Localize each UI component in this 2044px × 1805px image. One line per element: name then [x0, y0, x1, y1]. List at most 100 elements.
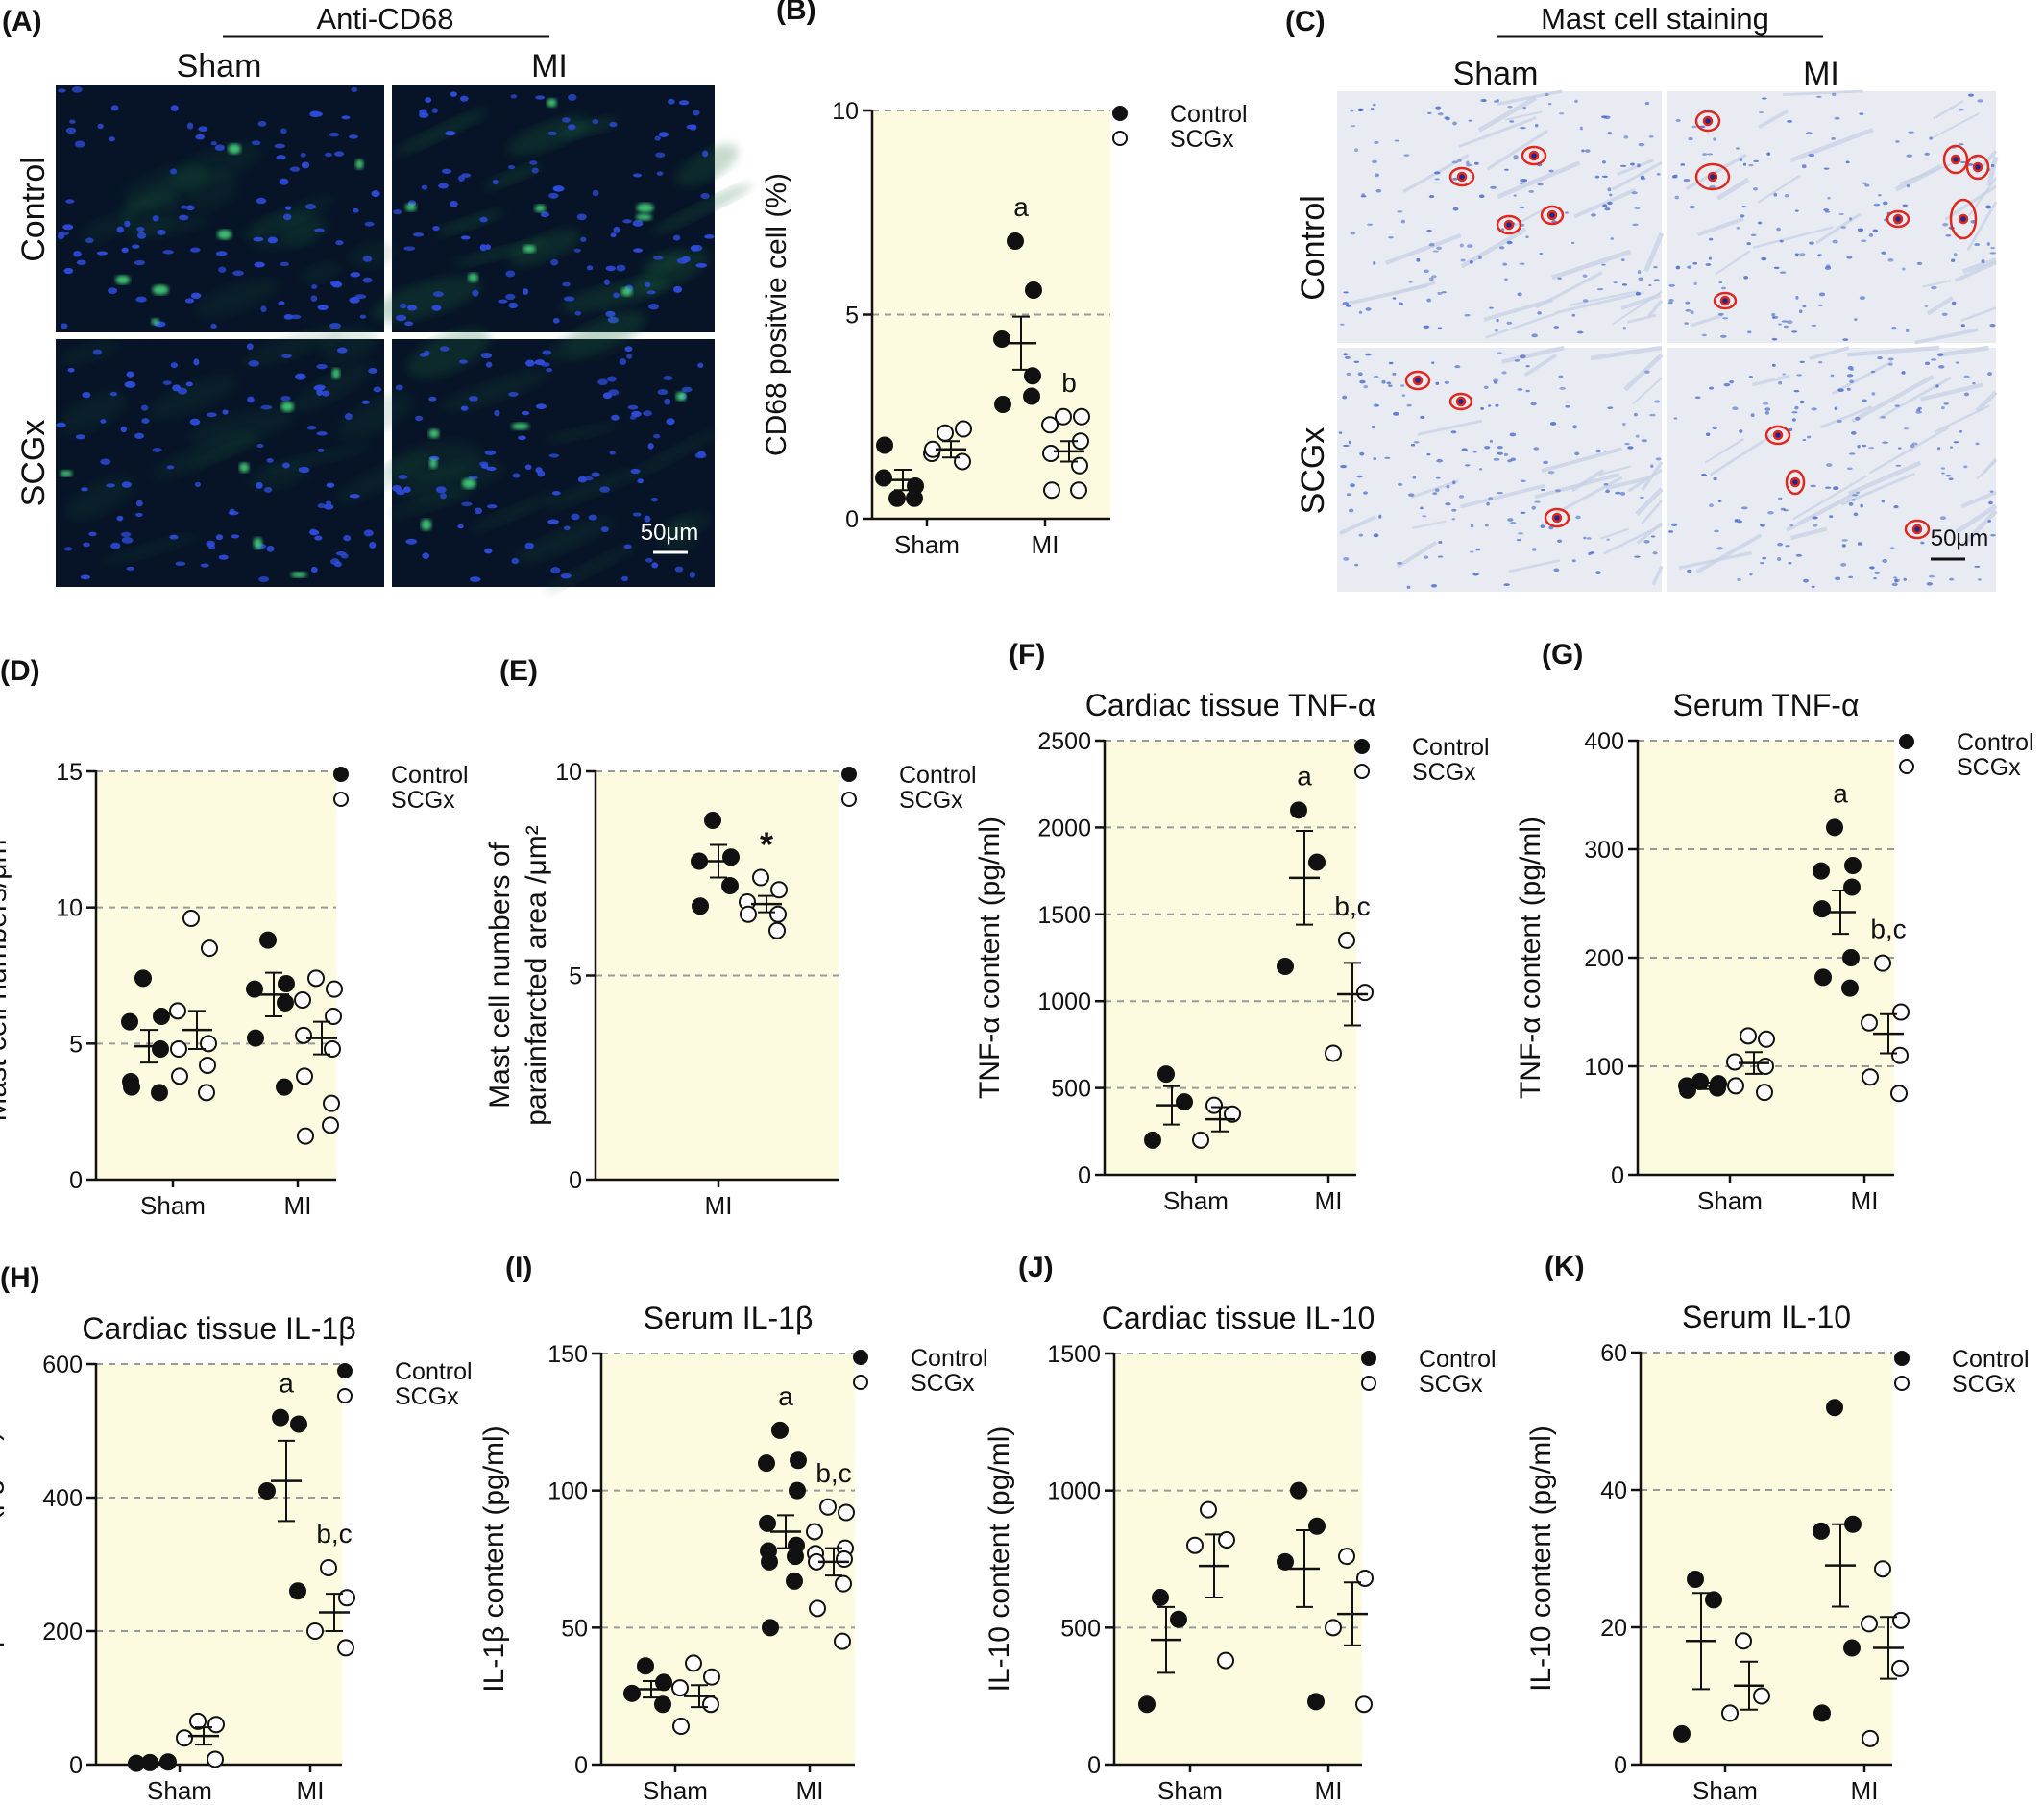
scgx-data-point	[1891, 1659, 1909, 1677]
scgx-data-point	[200, 1035, 217, 1053]
nucleus	[1974, 243, 1981, 247]
mast-cell-circle	[1496, 214, 1522, 235]
nucleus	[1986, 242, 1991, 246]
cd68-positive-cell	[239, 462, 250, 473]
scgx-data-point	[322, 1116, 339, 1134]
tissue-fiber	[1555, 291, 1645, 315]
nucleus	[1432, 492, 1438, 495]
nucleus	[535, 403, 547, 410]
nucleus	[1686, 569, 1692, 573]
nucleus	[325, 152, 332, 158]
nucleus	[1701, 473, 1707, 476]
nucleus	[1761, 97, 1767, 100]
nucleus	[1748, 375, 1753, 378]
nucleus	[1778, 497, 1783, 500]
micrograph-c-scgx-mi	[1667, 348, 1996, 592]
nucleus	[548, 519, 559, 524]
y-tick-label: 15	[56, 759, 83, 786]
scgx-data-point	[297, 1127, 314, 1145]
nucleus	[657, 389, 669, 396]
control-data-point	[152, 1040, 169, 1058]
nucleus	[256, 443, 264, 449]
cd68-positive-cell	[421, 519, 432, 531]
tissue-fiber	[1541, 447, 1623, 474]
nucleus	[1794, 253, 1799, 256]
nucleus	[632, 220, 644, 227]
nucleus	[283, 313, 293, 320]
nucleus	[1809, 241, 1814, 245]
nucleus	[63, 267, 74, 275]
nucleus	[1464, 313, 1471, 317]
nucleus	[1901, 371, 1906, 375]
nucleus	[1602, 204, 1608, 207]
nucleus	[1602, 160, 1606, 164]
nucleus	[1603, 482, 1609, 486]
nucleus	[193, 358, 200, 366]
nucleus	[486, 504, 498, 509]
nucleus	[200, 563, 209, 568]
tissue-fiber	[1868, 427, 1949, 475]
nucleus	[562, 281, 571, 287]
nucleus	[106, 483, 116, 488]
nucleus	[1547, 471, 1555, 475]
nucleus	[1848, 452, 1856, 455]
nucleus	[1630, 162, 1635, 166]
nucleus	[1496, 318, 1499, 323]
cd68-positive-cell	[253, 537, 263, 549]
tissue-autofluorescence	[60, 391, 127, 433]
nucleus	[1784, 194, 1789, 198]
nucleus	[1452, 121, 1457, 126]
nucleus	[1434, 178, 1440, 181]
nucleus	[1346, 493, 1351, 497]
control-data-point	[789, 1481, 806, 1500]
nucleus	[1832, 92, 1837, 96]
nucleus	[1507, 106, 1513, 109]
nucleus	[92, 349, 103, 355]
nucleus	[1823, 208, 1830, 212]
nucleus	[1373, 457, 1377, 461]
x-tick-label: MI	[284, 1191, 312, 1220]
tissue-fiber	[1348, 283, 1428, 305]
tissue-fiber	[1955, 503, 1998, 535]
nucleus	[1610, 237, 1615, 240]
tissue-fiber	[1937, 345, 1989, 358]
tissue-autofluorescence	[301, 261, 343, 284]
nucleus	[1684, 322, 1689, 325]
nucleus	[623, 544, 632, 549]
nucleus	[1475, 548, 1481, 551]
y-tick-label: 5	[569, 963, 582, 990]
nucleus	[1386, 381, 1392, 385]
nucleus	[108, 287, 118, 294]
cd68-positive-cell	[290, 572, 307, 578]
nucleus	[1673, 417, 1678, 420]
panel-a-row-control: Control	[15, 157, 52, 262]
nucleus	[613, 292, 620, 299]
panel-c-row-scgx: SCGx	[1295, 427, 1331, 515]
nucleus	[620, 575, 629, 582]
nucleus	[1849, 379, 1855, 384]
nucleus	[88, 531, 97, 537]
nucleus	[1627, 446, 1634, 450]
nucleus	[181, 205, 187, 209]
nucleus	[1713, 476, 1717, 481]
nucleus	[341, 115, 351, 120]
tissue-fiber	[1962, 257, 1997, 274]
nucleus	[1990, 246, 1995, 250]
nucleus	[1987, 372, 1993, 377]
nucleus	[1488, 497, 1494, 500]
nucleus	[450, 201, 458, 207]
mast-cell-circle	[1694, 162, 1731, 191]
nucleus	[1556, 539, 1563, 544]
nucleus	[278, 301, 285, 306]
nucleus	[702, 150, 709, 158]
tissue-fiber	[1878, 376, 1952, 420]
y-tick-label: 5	[69, 1031, 83, 1058]
nucleus	[215, 534, 224, 541]
mast-cell-circle	[1942, 144, 1969, 175]
nucleus	[469, 576, 481, 582]
nucleus	[1435, 106, 1442, 110]
tissue-fiber	[1339, 515, 1377, 535]
nucleus	[1781, 320, 1788, 323]
nucleus	[1581, 149, 1585, 153]
nucleus	[395, 384, 403, 391]
